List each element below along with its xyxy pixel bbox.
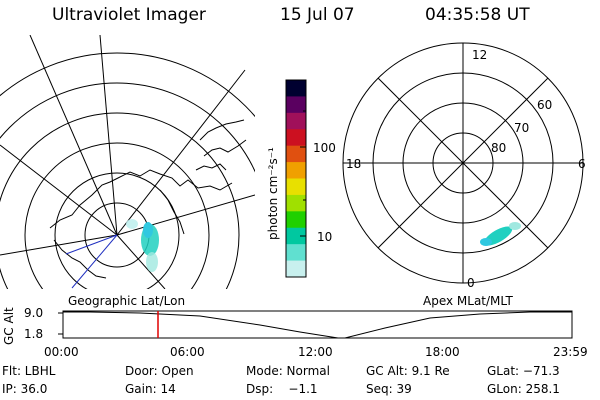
colorbar-segment (286, 145, 306, 163)
mlat-label-70: 70 (514, 121, 530, 135)
timeline-xtick-0600: 06:00 (170, 345, 205, 359)
colorbar-segment (286, 211, 306, 229)
geo-map-caption: Geographic Lat/Lon (68, 294, 186, 308)
mlt-label-12: 12 (472, 48, 488, 62)
aurora-emission-geo (126, 219, 159, 272)
colorbar-segment (286, 244, 306, 262)
mlt-label-6: 6 (578, 157, 586, 171)
timeline-xtick-1200: 12:00 (298, 345, 333, 359)
colorbar-frame (285, 79, 307, 278)
timeline-plot (58, 310, 573, 339)
colorbar-segment (286, 129, 306, 147)
image-time: 04:35:58 UT (425, 5, 530, 25)
color-bar (285, 79, 307, 278)
timeline-xtick-1800: 18:00 (425, 345, 460, 359)
timeline-axis-label: GC Alt (2, 307, 16, 345)
polar-plot-caption: Apex MLat/MLT (423, 294, 513, 308)
mlat-label-60: 60 (537, 98, 553, 112)
colorbar-segment (286, 96, 306, 114)
mlat-label-80: 80 (491, 141, 507, 155)
app-title: Ultraviolet Imager (52, 5, 206, 25)
polar-mlat-mlt-plot (342, 42, 584, 284)
colorbar-segment (286, 227, 306, 245)
aurora-emission-polar (480, 222, 521, 246)
timeline-xtick-0000: 00:00 (44, 345, 79, 359)
status-gc-alt: GC Alt: 9.1 Re (366, 364, 450, 378)
mlt-label-18: 18 (346, 157, 362, 171)
image-date: 15 Jul 07 (280, 5, 355, 25)
colorbar-segment (286, 80, 306, 97)
status-glon: GLon: 258.1 (487, 382, 560, 396)
timeline-ytick-max: 9.0 (24, 306, 44, 320)
status-dsp: Dsp: −1.1 (246, 382, 318, 396)
colorbar-segment (286, 178, 306, 196)
timeline-ytick-min: 1.8 (24, 327, 44, 341)
colorbar-tick-100: 100 (313, 141, 336, 155)
colorbar-tick-10: 10 (317, 230, 333, 244)
status-gain: Gain: 14 (125, 382, 176, 396)
colorbar-segment (286, 194, 306, 212)
status-filter: Flt: LBHL (2, 364, 56, 378)
status-seq: Seq: 39 (366, 382, 412, 396)
timeline-xtick-2359: 23:59 (553, 345, 588, 359)
status-ip: IP: 36.0 (2, 382, 48, 396)
colorbar-unit-label: photon cm⁻²s⁻¹ (266, 147, 280, 240)
colorbar-segment (286, 112, 306, 130)
status-door: Door: Open (125, 364, 194, 378)
colorbar-segment (286, 162, 306, 179)
mlt-label-0: 0 (467, 276, 475, 290)
colorbar-segment (286, 260, 306, 278)
status-glat: GLat: −71.3 (487, 364, 560, 378)
status-mode: Mode: Normal (246, 364, 330, 378)
